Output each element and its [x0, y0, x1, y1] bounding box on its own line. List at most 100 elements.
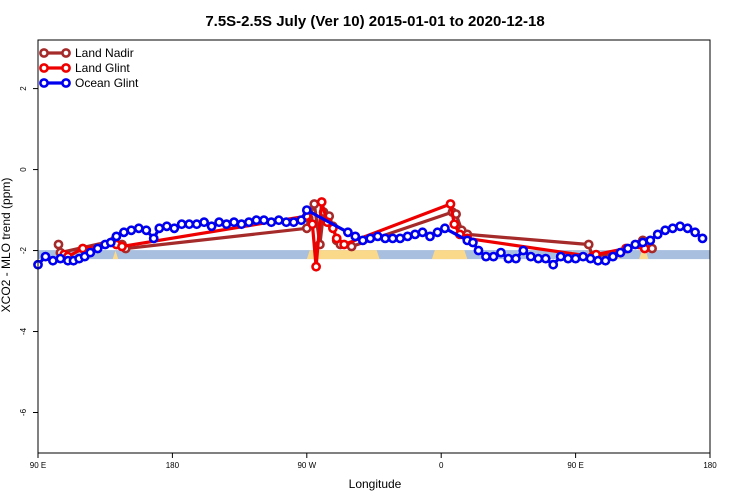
- data-point: [439, 223, 450, 234]
- data-point: [637, 237, 648, 248]
- data-point: [372, 231, 383, 242]
- data-point: [548, 259, 559, 270]
- data-point: [111, 231, 122, 242]
- data-point: [697, 233, 708, 244]
- data-point: [307, 219, 318, 230]
- plot-frame: [37, 39, 711, 454]
- legend-label: Land Nadir: [75, 46, 134, 60]
- data-point: [154, 223, 165, 234]
- data-point: [525, 251, 536, 262]
- legend-marker: [61, 63, 71, 73]
- legend-item-land-glint: Land Glint: [39, 61, 130, 75]
- data-point: [380, 233, 391, 244]
- legend-item-ocean-glint: Ocean Glint: [39, 76, 139, 90]
- data-point: [675, 221, 685, 232]
- land-band-segment: [431, 250, 468, 260]
- data-point: [578, 251, 588, 262]
- data-point: [432, 227, 443, 238]
- y-tick-label: -4: [19, 327, 28, 335]
- data-point: [258, 215, 269, 226]
- data-point: [615, 247, 626, 258]
- data-point: [296, 215, 307, 226]
- x-tick-label: 0: [439, 461, 444, 470]
- data-point: [206, 221, 217, 232]
- legend-marker: [39, 48, 49, 58]
- data-point: [593, 255, 603, 266]
- data-point: [555, 251, 566, 262]
- data-point: [309, 199, 320, 209]
- data-point: [77, 243, 88, 254]
- data-point: [570, 253, 581, 264]
- data-point: [518, 245, 529, 256]
- data-point: [92, 243, 103, 254]
- land-band-segment: [306, 250, 380, 260]
- series-ocean-glint: [33, 205, 708, 270]
- data-point: [148, 233, 159, 244]
- y-tick-label: -2: [19, 246, 28, 254]
- data-point: [667, 223, 678, 234]
- data-point: [623, 243, 633, 254]
- data-point: [85, 247, 96, 258]
- data-point: [540, 253, 551, 264]
- x-axis: 90 E 180 90 W 0 90 E 180: [30, 453, 717, 470]
- legend-label: Land Glint: [75, 61, 130, 75]
- legend-item-land-nadir: Land Nadir: [39, 46, 134, 60]
- data-point: [316, 197, 327, 207]
- data-point: [169, 223, 180, 234]
- data-point: [395, 233, 405, 244]
- data-point: [53, 239, 64, 250]
- data-point: [236, 219, 247, 230]
- data-point: [126, 225, 137, 236]
- data-point: [331, 233, 342, 244]
- data-point: [511, 253, 521, 264]
- data-point: [251, 215, 262, 226]
- data-point: [105, 237, 116, 248]
- legend-marker: [61, 78, 71, 88]
- data-point: [229, 217, 239, 228]
- legend-marker: [61, 48, 71, 58]
- data-point: [481, 251, 491, 262]
- data-point: [495, 247, 506, 258]
- x-tick-label: 180: [703, 461, 717, 470]
- data-point: [690, 227, 700, 238]
- data-point: [449, 219, 460, 230]
- legend-marker: [39, 78, 49, 88]
- y-axis-label: XCO2 - MLO trend (ppm): [0, 178, 13, 313]
- data-point: [48, 255, 58, 266]
- data-point: [473, 245, 484, 256]
- data-point: [357, 235, 368, 246]
- data-point: [417, 227, 428, 238]
- data-point: [117, 241, 127, 252]
- x-tick-label: 90 E: [30, 461, 46, 470]
- background-band: [38, 250, 710, 260]
- data-point: [467, 237, 478, 248]
- data-point: [585, 253, 596, 264]
- data-point: [311, 261, 321, 272]
- data-point: [266, 217, 277, 228]
- data-point: [55, 253, 66, 264]
- legend-marker: [39, 63, 49, 73]
- data-point: [365, 233, 376, 244]
- data-point: [119, 227, 129, 238]
- data-point: [645, 235, 656, 246]
- data-point: [652, 229, 663, 240]
- data-point: [40, 251, 51, 262]
- y-axis: -6 -4 -2 0 2: [19, 86, 38, 416]
- data-point: [600, 255, 611, 266]
- data-point: [445, 199, 456, 209]
- data-point: [630, 239, 641, 250]
- x-tick-label: 90 W: [297, 461, 316, 470]
- data-point: [488, 251, 499, 262]
- x-tick-label: 180: [166, 461, 180, 470]
- data-point: [682, 223, 693, 234]
- series-layer: [33, 197, 708, 272]
- data-point: [402, 231, 413, 242]
- data-point: [350, 231, 361, 242]
- data-point: [199, 217, 209, 228]
- data-point: [141, 225, 152, 236]
- x-axis-label: Longitude: [349, 477, 402, 491]
- x-tick-label: 90 E: [567, 461, 583, 470]
- data-point: [221, 219, 232, 230]
- data-point: [425, 231, 435, 242]
